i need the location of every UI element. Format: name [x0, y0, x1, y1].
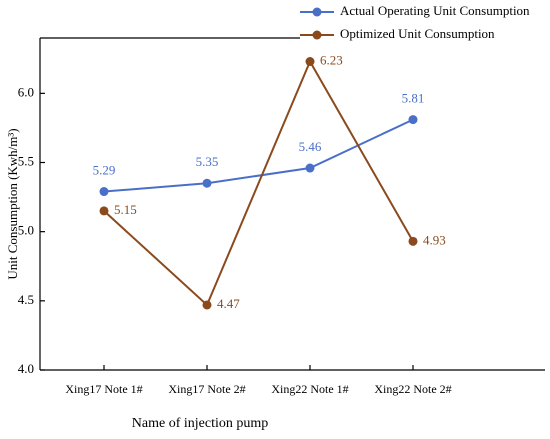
point: [202, 178, 212, 188]
legend-label: Optimized Unit Consumption: [340, 26, 495, 41]
data-label: 5.15: [114, 202, 137, 217]
point: [99, 187, 109, 197]
x-axis-label: Name of injection pump: [132, 416, 268, 431]
x-tick-label: Xing17 Note 1#: [65, 382, 142, 396]
point: [202, 300, 212, 310]
point: [99, 206, 109, 216]
data-label: 5.35: [196, 154, 219, 169]
point: [305, 163, 315, 173]
y-tick-label: 6.0: [18, 84, 34, 99]
data-label: 6.23: [320, 53, 343, 68]
data-label: 5.81: [402, 91, 425, 106]
point: [408, 236, 418, 246]
y-axis-label: Unit Consumption (Kwh/m³): [5, 128, 20, 279]
data-label: 4.47: [217, 296, 240, 311]
y-tick-label: 4.5: [18, 292, 34, 307]
series-line: [103, 118, 414, 193]
legend-marker: [312, 7, 322, 17]
legend-marker: [312, 30, 322, 40]
x-tick-label: Xing17 Note 2#: [168, 382, 245, 396]
y-tick-label: 5.0: [18, 223, 34, 238]
legend-label: Actual Operating Unit Consumption: [340, 3, 530, 18]
point: [305, 57, 315, 67]
data-label: 4.93: [423, 232, 446, 247]
series-line: [103, 59, 414, 307]
y-tick-label: 5.5: [18, 153, 34, 168]
x-tick-label: Xing22 Note 2#: [374, 382, 451, 396]
data-label: 5.46: [299, 139, 322, 154]
point: [408, 115, 418, 125]
data-label: 5.29: [93, 163, 116, 178]
x-tick-label: Xing22 Note 1#: [271, 382, 348, 396]
y-tick-label: 4.0: [18, 361, 34, 376]
